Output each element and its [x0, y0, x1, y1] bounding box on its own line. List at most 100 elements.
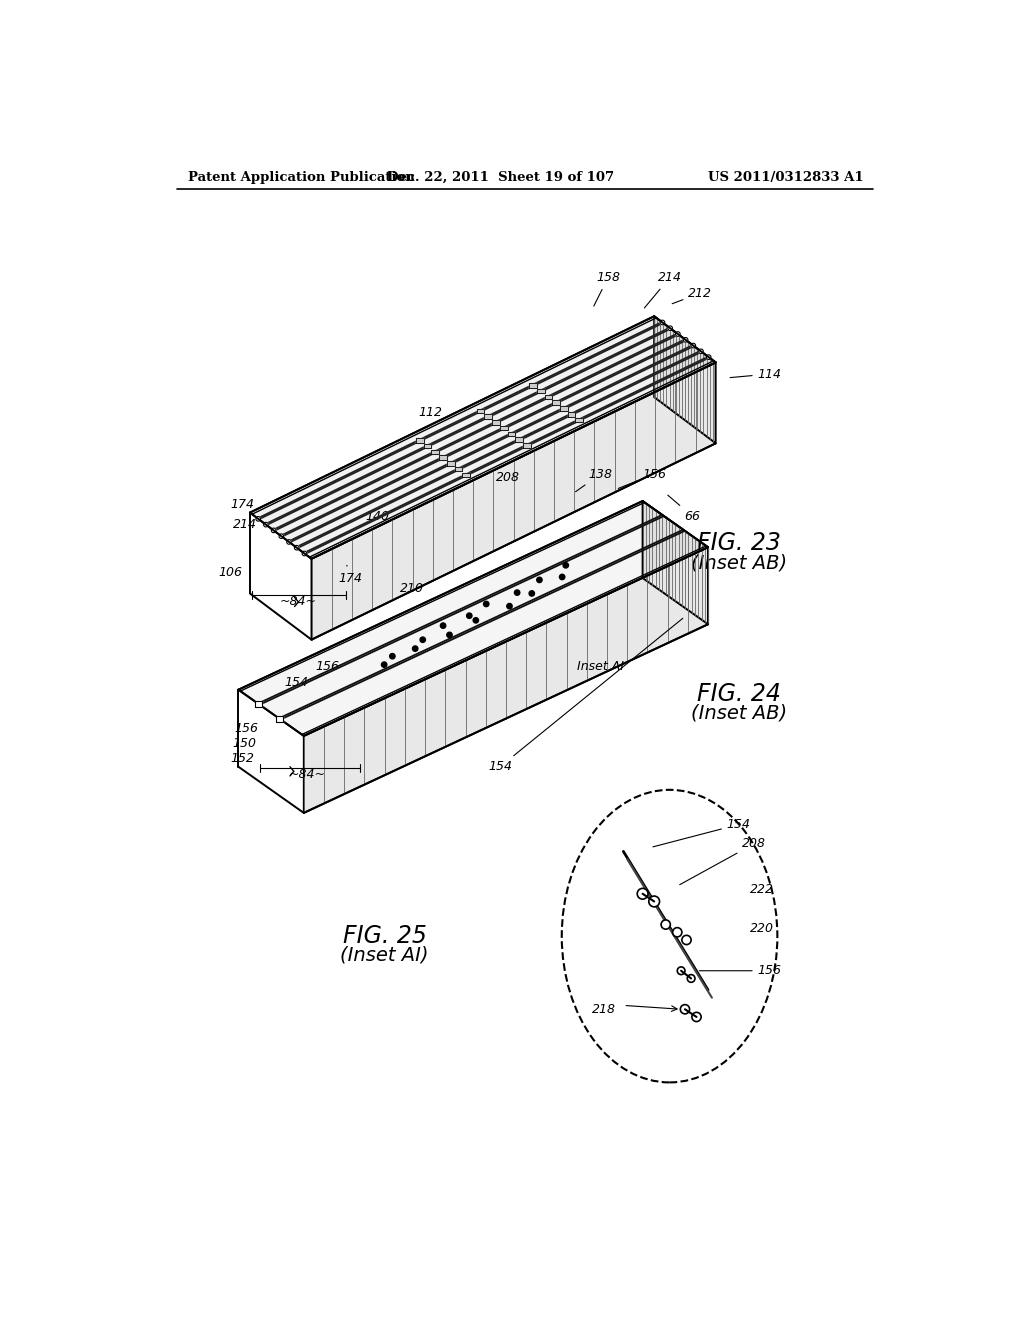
Polygon shape — [515, 437, 523, 442]
Text: 66: 66 — [668, 495, 700, 523]
Circle shape — [691, 343, 695, 348]
Circle shape — [563, 562, 568, 568]
Circle shape — [473, 618, 478, 623]
Text: 208: 208 — [496, 471, 520, 484]
Text: 210: 210 — [399, 582, 424, 594]
Circle shape — [676, 331, 680, 337]
Circle shape — [507, 603, 512, 609]
Circle shape — [287, 540, 292, 544]
Text: 156: 156 — [234, 722, 258, 735]
Polygon shape — [311, 363, 716, 640]
Text: FIG. 23: FIG. 23 — [697, 532, 780, 556]
Polygon shape — [654, 317, 716, 444]
Polygon shape — [552, 400, 560, 405]
Polygon shape — [545, 395, 552, 399]
Circle shape — [279, 533, 284, 539]
Polygon shape — [446, 461, 455, 466]
Text: 112: 112 — [419, 407, 442, 418]
Circle shape — [637, 888, 648, 899]
Text: 174: 174 — [338, 565, 362, 585]
Circle shape — [390, 653, 395, 659]
Circle shape — [271, 528, 275, 533]
Circle shape — [467, 612, 472, 618]
Circle shape — [514, 590, 520, 595]
Circle shape — [680, 1005, 689, 1014]
Circle shape — [446, 632, 453, 638]
Polygon shape — [250, 317, 716, 558]
Polygon shape — [255, 701, 262, 708]
Circle shape — [677, 966, 685, 974]
Text: FIG. 25: FIG. 25 — [343, 924, 427, 948]
Text: 156: 156 — [618, 467, 667, 488]
Text: 218: 218 — [592, 1003, 616, 1016]
Circle shape — [302, 552, 307, 556]
Text: 156: 156 — [699, 964, 781, 977]
Circle shape — [483, 602, 488, 607]
Text: 212: 212 — [672, 286, 713, 304]
Polygon shape — [304, 548, 708, 813]
Circle shape — [420, 638, 425, 643]
Text: 154: 154 — [284, 676, 308, 689]
Circle shape — [559, 574, 565, 579]
Polygon shape — [455, 467, 462, 471]
Circle shape — [649, 896, 659, 907]
Text: FIG. 24: FIG. 24 — [697, 681, 780, 706]
Circle shape — [256, 516, 260, 521]
Circle shape — [413, 645, 418, 651]
Circle shape — [660, 321, 665, 325]
Circle shape — [682, 936, 691, 945]
Text: (Inset AI): (Inset AI) — [340, 946, 429, 965]
Polygon shape — [239, 502, 708, 737]
Text: 152: 152 — [230, 752, 254, 766]
Text: 150: 150 — [232, 737, 257, 750]
Text: 214: 214 — [232, 517, 257, 531]
Text: ~84~: ~84~ — [280, 594, 316, 607]
Polygon shape — [529, 383, 537, 388]
Text: Dec. 22, 2011  Sheet 19 of 107: Dec. 22, 2011 Sheet 19 of 107 — [387, 172, 613, 185]
Text: (Inset AB): (Inset AB) — [691, 704, 786, 722]
Polygon shape — [523, 444, 530, 447]
Polygon shape — [477, 408, 484, 413]
Polygon shape — [439, 455, 446, 459]
Text: 154: 154 — [488, 618, 683, 774]
Polygon shape — [275, 715, 284, 722]
Circle shape — [683, 338, 688, 342]
Circle shape — [440, 623, 445, 628]
Text: 156: 156 — [315, 660, 339, 673]
Text: (Inset AB): (Inset AB) — [691, 553, 786, 572]
Circle shape — [692, 1012, 701, 1022]
Circle shape — [673, 928, 682, 937]
Polygon shape — [567, 412, 575, 417]
Text: 114: 114 — [730, 367, 781, 380]
Polygon shape — [424, 444, 431, 449]
Text: 140: 140 — [365, 510, 389, 523]
Polygon shape — [537, 389, 545, 393]
Text: 154: 154 — [653, 818, 751, 847]
Text: 208: 208 — [680, 837, 766, 884]
Polygon shape — [484, 414, 493, 418]
Polygon shape — [508, 432, 515, 436]
Circle shape — [529, 591, 535, 597]
Circle shape — [537, 577, 542, 582]
Circle shape — [295, 545, 299, 550]
Circle shape — [263, 523, 268, 527]
Circle shape — [382, 661, 387, 668]
Text: 106: 106 — [218, 566, 243, 579]
Text: 214: 214 — [644, 271, 682, 308]
Polygon shape — [500, 426, 508, 430]
Text: 220: 220 — [750, 921, 774, 935]
Circle shape — [668, 326, 673, 330]
Circle shape — [698, 348, 703, 354]
Circle shape — [687, 974, 695, 982]
Polygon shape — [431, 450, 439, 454]
Circle shape — [707, 355, 711, 359]
Text: US 2011/0312833 A1: US 2011/0312833 A1 — [708, 172, 863, 185]
Text: 174: 174 — [230, 499, 254, 511]
Polygon shape — [416, 438, 424, 442]
Circle shape — [662, 920, 671, 929]
Text: 222: 222 — [750, 883, 774, 896]
Polygon shape — [462, 473, 470, 478]
Text: ~84~: ~84~ — [289, 768, 327, 781]
Polygon shape — [560, 407, 567, 411]
Polygon shape — [575, 417, 583, 422]
